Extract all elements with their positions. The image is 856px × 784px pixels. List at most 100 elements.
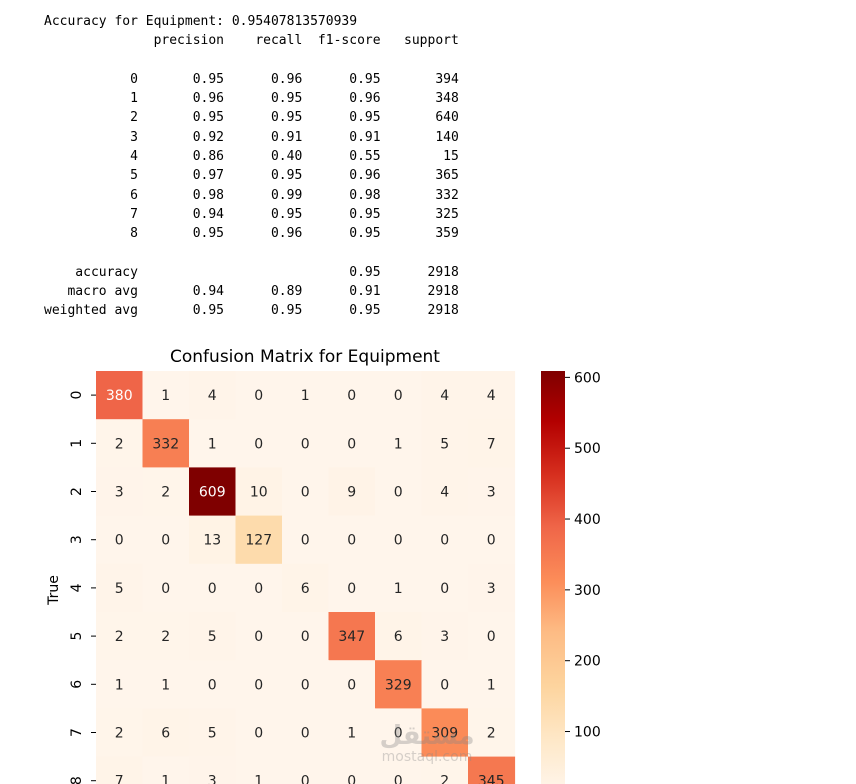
cell-value-label: 1 [487,677,496,693]
heatmap-cell [189,660,237,709]
cell-value-label: 3 [487,485,496,501]
cell-value-label: 2 [115,629,124,645]
heatmap-cell [235,708,283,758]
cell-value-label: 3 [115,485,124,501]
report-row-5: 5 0.97 0.95 0.96 365 [44,168,459,184]
heatmap-cell [235,612,283,661]
cell-value-label: 4 [440,388,449,404]
heatmap-cell [328,612,376,661]
heatmap-cells [96,371,516,784]
cell-value-label: 1 [115,677,124,693]
heatmap-cell [328,563,376,613]
cell-value-label: 1 [301,388,310,404]
heatmap-cell [189,563,237,613]
heatmap-cell [235,756,283,784]
report-header: precision recall f1-score support [44,33,459,49]
heatmap-cell [235,467,283,517]
heatmap-cell [235,371,283,420]
heatmap-cell [375,612,423,661]
cell-value-label: 5 [208,726,217,742]
cell-value-label: 0 [208,581,217,597]
colorbar [541,371,565,784]
cell-value-label: 3 [208,774,217,784]
colorbar-ticks: 100 200 300 400 500 600 [565,370,601,741]
cell-value-label: 380 [106,388,133,404]
cell-value-label: 609 [199,485,226,501]
heatmap-cell [468,515,516,565]
colorbar-tick-label: 300 [574,583,601,599]
cell-value-label: 332 [152,436,179,452]
report-summary-2: weighted avg 0.95 0.95 0.95 2918 [44,303,459,319]
cell-value-label: 0 [347,436,356,452]
cell-value-label: 4 [208,388,217,404]
y-axis-label: True [46,575,62,606]
heatmap-cell [142,660,190,709]
cell-value-label: 0 [440,677,449,693]
cell-value-label: 347 [338,629,365,645]
cell-value-label: 0 [394,726,403,742]
cell-value-label: 6 [161,726,170,742]
cell-value-label: 0 [301,677,310,693]
heatmap-cell [375,708,423,758]
heatmap-cell [142,419,190,468]
cell-value-label: 7 [487,436,496,452]
heatmap-cell [421,515,469,565]
report-row-7: 7 0.94 0.95 0.95 325 [44,206,459,222]
cell-value-label: 5 [115,581,124,597]
heatmap-cell [282,419,330,468]
cell-value-label: 0 [440,533,449,549]
heatmap-cell [375,660,423,709]
heatmap-cell [468,371,516,420]
heatmap-cell [96,371,144,420]
heatmap-cell [189,515,237,565]
cell-value-label: 0 [254,581,263,597]
cell-value-label: 0 [301,485,310,501]
heatmap-cell [375,371,423,420]
cell-value-label: 0 [301,533,310,549]
heatmap-cell [375,419,423,468]
cell-value-label: 0 [347,533,356,549]
report-row-2: 2 0.95 0.95 0.95 640 [44,110,459,126]
cell-value-label: 0 [440,581,449,597]
cell-value-label: 2 [487,726,496,742]
heatmap-cell [328,660,376,709]
cell-value-label: 0 [301,436,310,452]
watermark-latin: mostaql.com [381,749,473,765]
watermark: مستقل mostaql.com [372,722,482,764]
cell-value-label: 309 [431,726,458,742]
heatmap-cell [282,612,330,661]
heatmap-cell [96,756,144,784]
heatmap-cell [328,756,376,784]
heatmap-cell [282,708,330,758]
heatmap-cell [142,708,190,758]
y-tick-label: 7 [69,728,85,737]
cell-value-label: 0 [254,726,263,742]
report-row-1: 1 0.96 0.95 0.96 348 [44,91,459,107]
cell-value-label: 6 [394,629,403,645]
cell-value-label: 0 [161,581,170,597]
cell-value-label: 1 [161,774,170,784]
watermark-arabic: مستقل [379,721,475,751]
heatmap-cell [282,515,330,565]
cell-value-label: 1 [394,436,403,452]
classification-report: Accuracy for Equipment: 0.95407813570939… [44,12,459,321]
cell-value-label: 0 [254,388,263,404]
cell-value-label: 0 [347,677,356,693]
cell-value-label: 0 [254,677,263,693]
cell-value-label: 3 [440,629,449,645]
heatmap-cell-labels: 380 1 4 0 1 0 0 4 42 332 1 0 0 0 1 5 73 2 609 10 0 9 0 4 30 0 13 12… [106,388,505,784]
heatmap-cell [142,756,190,784]
heatmap-cell [96,563,144,613]
colorbar-tick-label: 400 [574,512,601,528]
cell-value-label: 1 [161,677,170,693]
y-tick-label: 8 [69,776,85,784]
heatmap-cell [96,515,144,565]
cell-value-label: 0 [161,533,170,549]
heatmap-cell [235,419,283,468]
heatmap-cell [375,515,423,565]
heatmap-cell [142,371,190,420]
cell-value-label: 2 [161,629,170,645]
report-accuracy-line: Accuracy for Equipment: 0.95407813570939 [44,14,358,29]
heatmap-cell [96,467,144,517]
heatmap-cell [96,708,144,758]
